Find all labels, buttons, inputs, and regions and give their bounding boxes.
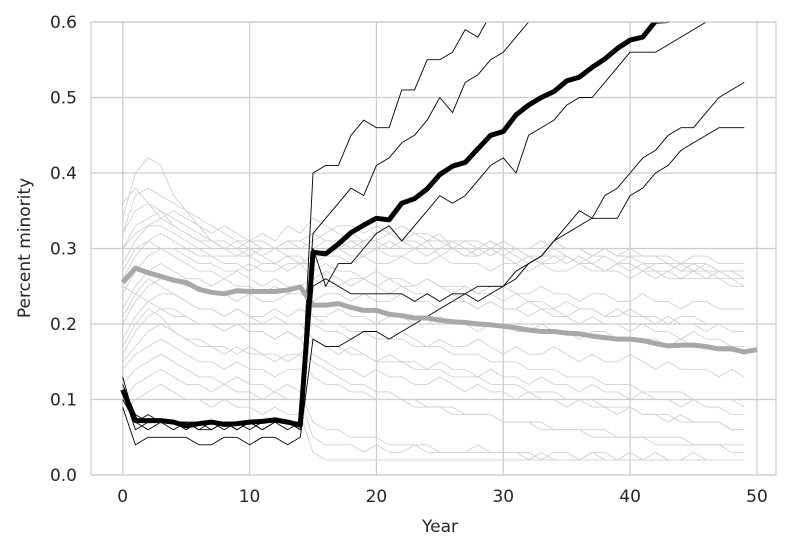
- y-tick-label: 0.5: [50, 89, 77, 109]
- series-line: [122, 263, 745, 310]
- mean-series-line: [120, 22, 671, 429]
- y-tick-label: 0.6: [50, 13, 77, 33]
- x-tick-label: 10: [239, 487, 261, 507]
- plot-frame: [90, 21, 777, 476]
- series-line: [122, 353, 745, 461]
- y-tick-label: 0.1: [50, 391, 77, 411]
- series-line: [122, 225, 745, 280]
- y-tick-label: 0.0: [50, 466, 77, 486]
- series-line: [122, 187, 745, 265]
- x-axis-label: Year: [421, 517, 458, 537]
- series-line: [122, 157, 745, 287]
- series-line: [122, 285, 745, 453]
- series-line: [122, 323, 745, 416]
- series-line: [122, 240, 745, 408]
- series-line: [122, 82, 745, 431]
- series-line: [122, 217, 745, 332]
- y-tick-label: 0.3: [50, 240, 77, 260]
- series-line: [122, 232, 745, 280]
- x-tick-label: 20: [366, 487, 388, 507]
- mean-series-line: [120, 265, 758, 355]
- x-tick-labels: 0 10 20 30 40 50: [117, 487, 767, 507]
- series-line: [122, 338, 745, 431]
- y-tick-label: 0.2: [50, 315, 77, 335]
- series-line: [122, 127, 745, 446]
- x-tick-label: 40: [619, 487, 641, 507]
- x-tick-label: 30: [492, 487, 514, 507]
- series-lines: [120, 22, 758, 461]
- series-line: [122, 368, 745, 461]
- series-line: [122, 278, 745, 431]
- series-line: [122, 202, 745, 348]
- series-line: [122, 248, 745, 295]
- y-tick-labels: 0.0 0.1 0.2 0.3 0.4 0.5 0.6: [50, 13, 77, 486]
- x-tick-label: 50: [746, 487, 768, 507]
- y-tick-label: 0.4: [50, 164, 77, 184]
- y-axis-label: Percent minority: [15, 178, 35, 318]
- x-tick-label: 0: [117, 487, 128, 507]
